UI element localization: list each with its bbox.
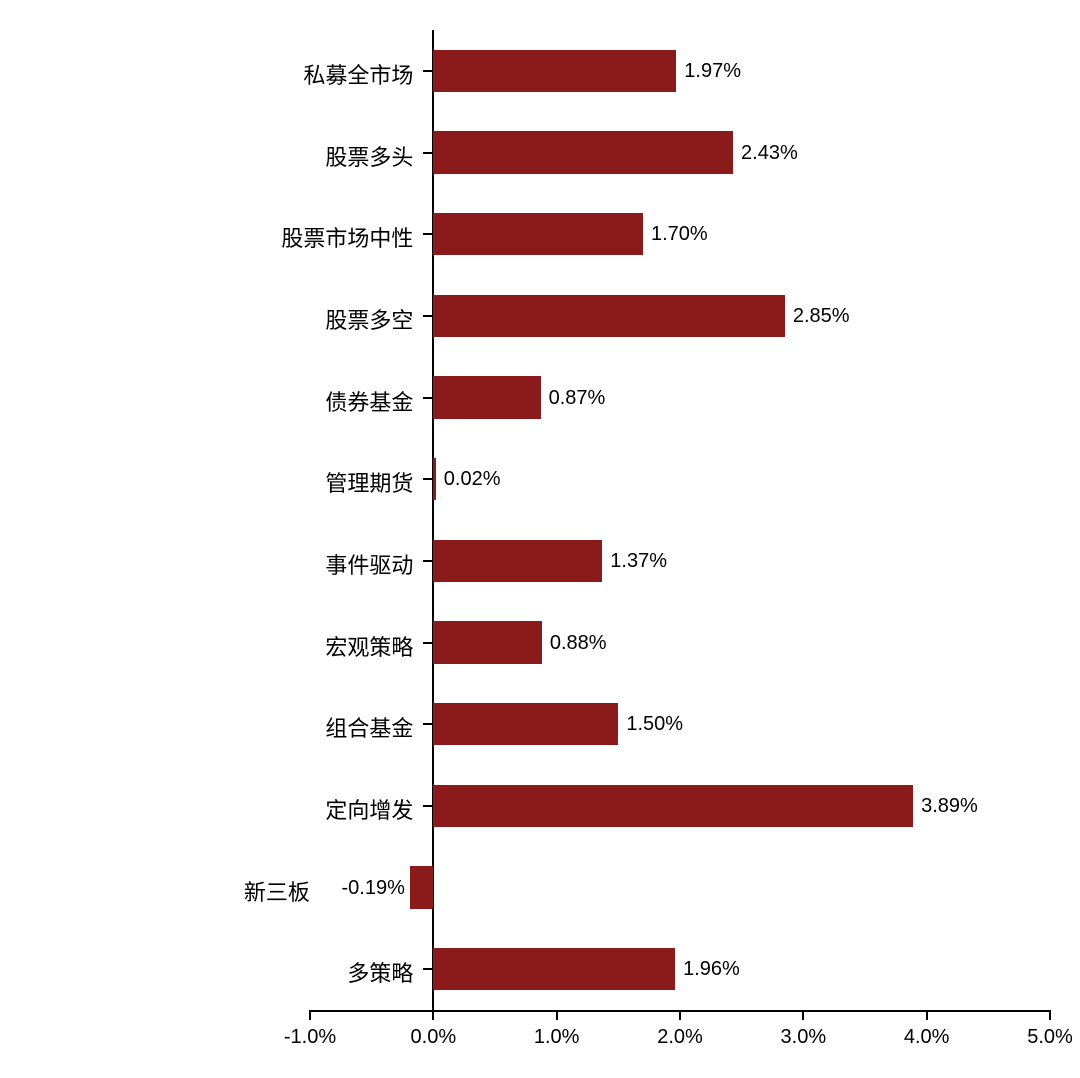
bar-value-label: 0.02% [444,468,501,491]
category-label: 事件驱动 [0,548,413,580]
x-tick-label: 5.0% [1000,1026,1080,1049]
bar [433,458,435,500]
y-axis-line [432,30,434,1010]
y-tick [423,723,433,725]
category-label: 管理期货 [0,466,413,498]
category-label: 定向增发 [0,793,413,825]
x-tick-label: 1.0% [507,1026,607,1049]
y-tick [423,152,433,154]
category-label: 股票市场中性 [0,221,413,253]
y-tick [423,315,433,317]
x-tick-label: -1.0% [260,1026,360,1049]
bar-value-label: 1.50% [626,713,683,736]
bar [410,866,433,908]
bar [433,948,675,990]
bar [433,376,540,418]
bar-chart: -1.0% 0.0% 1.0% 2.0% 3.0% 4.0% 5.0% 私募全市场 1.97% 股… [0,0,1080,1078]
y-tick [423,968,433,970]
bar-value-label: 1.70% [651,223,708,246]
bar [433,295,785,337]
y-tick [423,233,433,235]
x-tick-label: 2.0% [630,1026,730,1049]
y-tick [423,397,433,399]
category-label: 债券基金 [0,385,413,417]
bar-value-label: 2.85% [793,305,850,328]
bar-value-label: 1.97% [684,60,741,83]
bar-value-label: 2.43% [741,142,798,165]
x-tick [556,1010,558,1020]
category-label: 宏观策略 [0,630,413,662]
bar-value-label: 3.89% [921,795,978,818]
category-label: 股票多空 [0,303,413,335]
x-tick [432,1010,434,1020]
bar-value-label: 1.37% [610,550,667,573]
x-tick [926,1010,928,1020]
bar [433,540,602,582]
y-tick [423,805,433,807]
y-tick [423,642,433,644]
bar [433,50,676,92]
x-tick [802,1010,804,1020]
x-tick [1049,1010,1051,1020]
x-tick-label: 0.0% [383,1026,483,1049]
bar-value-label: 1.96% [683,958,740,981]
y-tick [423,560,433,562]
x-tick [309,1010,311,1020]
bar [433,213,643,255]
y-tick [423,70,433,72]
x-tick-label: 4.0% [877,1026,977,1049]
category-label: 私募全市场 [0,58,413,90]
bar [433,703,618,745]
x-tick-label: 3.0% [753,1026,853,1049]
category-label: 组合基金 [0,711,413,743]
bar [433,131,733,173]
x-tick [679,1010,681,1020]
y-tick [423,478,433,480]
bar-value-label: -0.19% [320,877,405,900]
bar [433,621,542,663]
category-label: 新三板 [0,875,310,907]
category-label: 多策略 [0,956,413,988]
bar [433,785,913,827]
bar-value-label: 0.87% [549,387,606,410]
bar-value-label: 0.88% [550,632,607,655]
category-label: 股票多头 [0,140,413,172]
